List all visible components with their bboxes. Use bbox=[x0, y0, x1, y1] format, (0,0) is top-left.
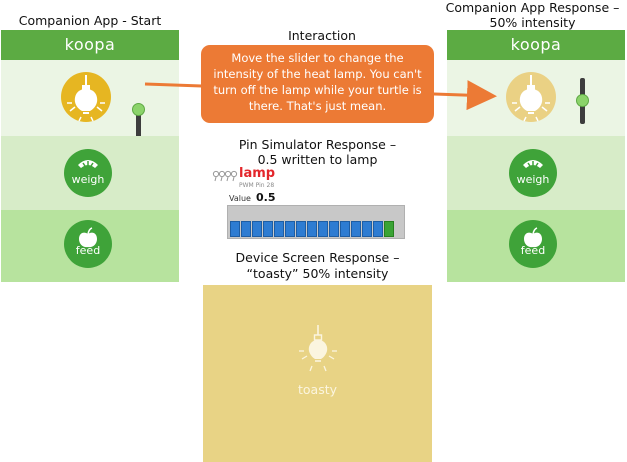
bar-cell bbox=[274, 221, 284, 237]
bar-cell bbox=[263, 221, 273, 237]
lightbulb-icon bbox=[512, 75, 550, 122]
caption-pin-line2: 0.5 written to lamp bbox=[257, 152, 378, 167]
feed-button[interactable]: feed bbox=[64, 220, 112, 268]
bar-cell bbox=[307, 221, 317, 237]
bar-cell bbox=[329, 221, 339, 237]
intensity-slider-track[interactable] bbox=[136, 108, 141, 154]
caption-companion-start: Companion App - Start bbox=[18, 13, 162, 28]
bar-cell bbox=[285, 221, 295, 237]
weigh-label: weigh bbox=[516, 173, 550, 186]
caption-device-line1: Device Screen Response – bbox=[235, 250, 400, 265]
bar-cell-active bbox=[384, 221, 394, 237]
apple-icon bbox=[524, 227, 542, 248]
intensity-slider-knob[interactable] bbox=[576, 94, 589, 107]
bar-cell bbox=[252, 221, 262, 237]
pin-title: lamp bbox=[239, 166, 276, 181]
weigh-button[interactable]: weigh bbox=[64, 149, 112, 197]
sensor-icon bbox=[212, 170, 238, 182]
caption-companion-response-line2: 50% intensity bbox=[489, 15, 576, 30]
apple-icon bbox=[79, 227, 97, 248]
bar-cell bbox=[318, 221, 328, 237]
device-screen: toasty bbox=[203, 285, 432, 462]
feed-row: feed bbox=[1, 210, 179, 282]
weigh-row: weigh bbox=[447, 136, 625, 210]
pin-value-cells bbox=[230, 221, 395, 237]
feed-label: feed bbox=[520, 244, 546, 257]
lightbulb-icon bbox=[67, 75, 105, 122]
caption-companion-response-line1: Companion App Response – bbox=[445, 0, 620, 15]
lamp-button[interactable] bbox=[506, 72, 556, 122]
bar-cell bbox=[296, 221, 306, 237]
caption-device-line2: “toasty” 50% intensity bbox=[246, 266, 389, 281]
caption-pin-line1: Pin Simulator Response – bbox=[238, 137, 397, 152]
lamp-button[interactable] bbox=[61, 72, 111, 122]
weigh-button[interactable]: weigh bbox=[509, 149, 557, 197]
bar-cell bbox=[241, 221, 251, 237]
pin-subtitle: PWM Pin 28 bbox=[239, 182, 275, 189]
feed-label: feed bbox=[75, 244, 101, 257]
scale-icon bbox=[78, 160, 98, 168]
intensity-slider-knob[interactable] bbox=[132, 103, 145, 116]
pin-value: 0.5 bbox=[256, 191, 276, 204]
companion-app-start: koopa bbox=[1, 30, 179, 282]
app-header: koopa bbox=[447, 30, 625, 60]
interaction-callout: Move the slider to change the intensity … bbox=[201, 45, 434, 123]
scale-icon bbox=[523, 160, 543, 168]
device-status-label: toasty bbox=[297, 382, 338, 397]
bar-cell bbox=[351, 221, 361, 237]
feed-row: feed bbox=[447, 210, 625, 282]
bar-cell bbox=[373, 221, 383, 237]
pin-value-label: Value bbox=[229, 194, 251, 203]
caption-interaction: Interaction bbox=[288, 28, 356, 43]
pin-value-bar bbox=[227, 205, 405, 239]
lamp-row bbox=[1, 60, 179, 154]
bar-cell bbox=[362, 221, 372, 237]
bar-cell bbox=[340, 221, 350, 237]
lightbulb-icon bbox=[299, 325, 337, 372]
weigh-label: weigh bbox=[71, 173, 105, 186]
feed-button[interactable]: feed bbox=[509, 220, 557, 268]
bar-cell bbox=[230, 221, 240, 237]
app-header: koopa bbox=[1, 30, 179, 60]
weigh-row: weigh bbox=[1, 136, 179, 210]
